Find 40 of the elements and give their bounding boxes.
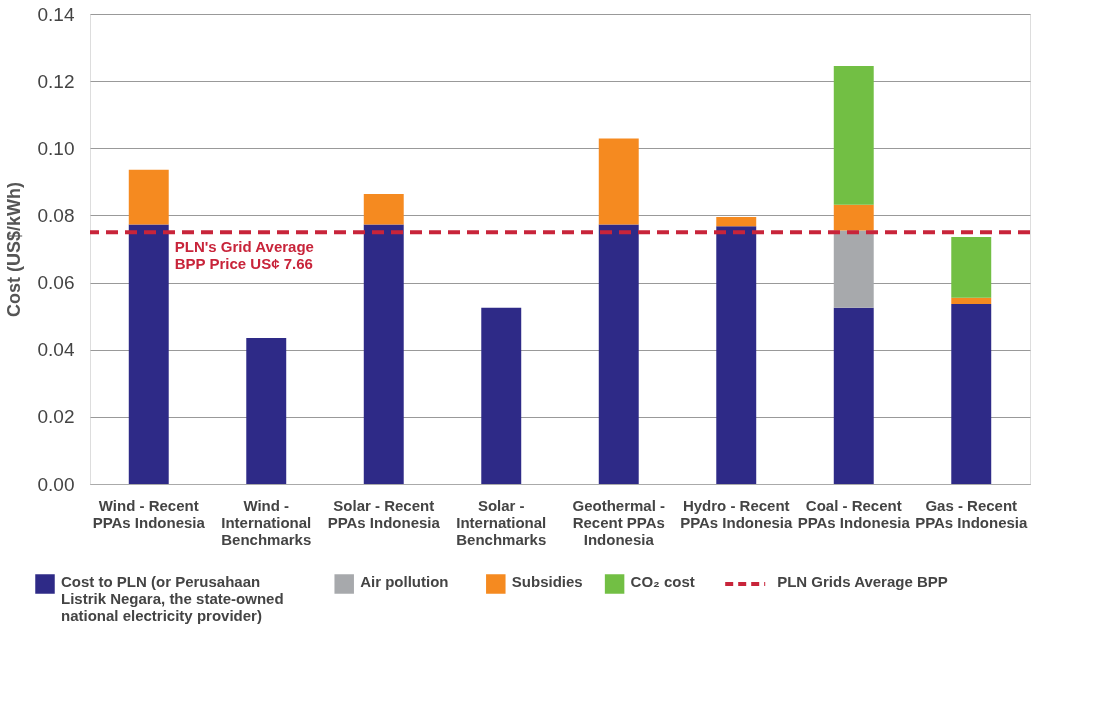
y-tick-label: 0.14 — [37, 3, 75, 25]
bar — [716, 226, 757, 484]
x-tick-label: Geothermal - Recent PPAs Indonesia — [572, 496, 666, 548]
bar — [833, 204, 874, 231]
y-tick-label: 0.00 — [37, 473, 75, 495]
x-tick-label: Solar - International Benchmarks — [456, 496, 547, 548]
x-tick-label: Wind - International Benchmarks — [221, 496, 312, 548]
legend-label: Air pollution — [360, 573, 449, 590]
x-tick-label: Coal - Recent PPAs Indonesia — [797, 496, 911, 531]
bar — [363, 224, 404, 484]
bar — [598, 138, 639, 225]
bar — [951, 236, 992, 298]
legend-label: CO₂ cost — [630, 573, 695, 590]
legend-label: Subsidies — [511, 573, 583, 590]
legend-label: Cost to PLN (or Perusahaan Listrik Negara, the state-owned national electricity provider) — [61, 573, 284, 624]
bar — [833, 66, 874, 205]
x-tick-label: Wind - Recent PPAs Indonesia — [92, 496, 206, 531]
bar — [716, 217, 757, 227]
x-tick-label: Hydro - Recent PPAs Indonesia — [680, 496, 794, 531]
y-tick-label: 0.02 — [37, 406, 75, 428]
bar — [598, 224, 639, 484]
bar — [951, 304, 992, 484]
annotation: PLN's Grid Average BPP Price US¢ 7.66 — [174, 238, 314, 273]
y-tick-label: 0.04 — [37, 339, 75, 361]
bar — [833, 230, 874, 308]
y-axis-title: Cost (US$/kWh) — [3, 181, 24, 317]
y-tick-label: 0.08 — [37, 204, 75, 226]
bar — [951, 297, 992, 305]
bar — [833, 307, 874, 484]
bar — [128, 169, 169, 225]
y-tick-label: 0.12 — [37, 70, 75, 92]
y-tick-label: 0.10 — [37, 137, 75, 159]
bar — [128, 224, 169, 484]
legend-label: PLN Grids Average BPP — [777, 573, 948, 590]
y-tick-label: 0.06 — [37, 272, 75, 294]
bar — [246, 337, 287, 484]
x-tick-label: Gas - Recent PPAs Indonesia — [915, 496, 1029, 531]
bar — [481, 307, 522, 484]
bar — [363, 193, 404, 225]
x-tick-label: Solar - Recent PPAs Indonesia — [327, 496, 441, 531]
